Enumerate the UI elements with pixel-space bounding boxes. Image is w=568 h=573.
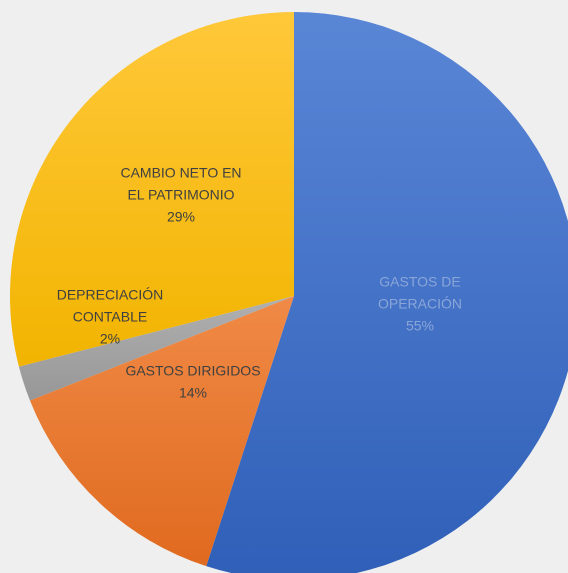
data-label-text: GASTOS DE [379, 274, 460, 290]
pie-slice-cambio-neto-en-el-patrimonio [9, 12, 294, 367]
data-label-percent: 55% [406, 318, 434, 334]
data-label-text: EL PATRIMONIO [127, 187, 234, 203]
data-label-percent: 14% [179, 385, 207, 401]
pie-slice-gastos-de-operacion [206, 12, 568, 573]
data-label-gastos-de-operacion: GASTOS DE OPERACIÓN 55% [378, 274, 462, 334]
data-label-percent: 29% [167, 209, 195, 225]
data-label-text: CONTABLE [73, 309, 147, 325]
data-label-text: OPERACIÓN [378, 296, 462, 312]
data-label-gastos-dirigidos: GASTOS DIRIGIDOS 14% [125, 363, 260, 401]
data-label-depreciacion-contable: DEPRECIACIÓN CONTABLE 2% [57, 287, 164, 347]
pie-slice-gastos-dirigidos [29, 296, 294, 567]
data-label-percent: 2% [100, 331, 120, 347]
data-label-text: CAMBIO NETO EN [120, 165, 241, 181]
pie-slice-depreciacion-contable [18, 296, 294, 401]
data-label-text: DEPRECIACIÓN [57, 287, 164, 303]
data-label-text: GASTOS DIRIGIDOS [125, 363, 260, 379]
data-label-cambio-neto-en-el-patrimonio: CAMBIO NETO EN EL PATRIMONIO 29% [120, 165, 241, 225]
